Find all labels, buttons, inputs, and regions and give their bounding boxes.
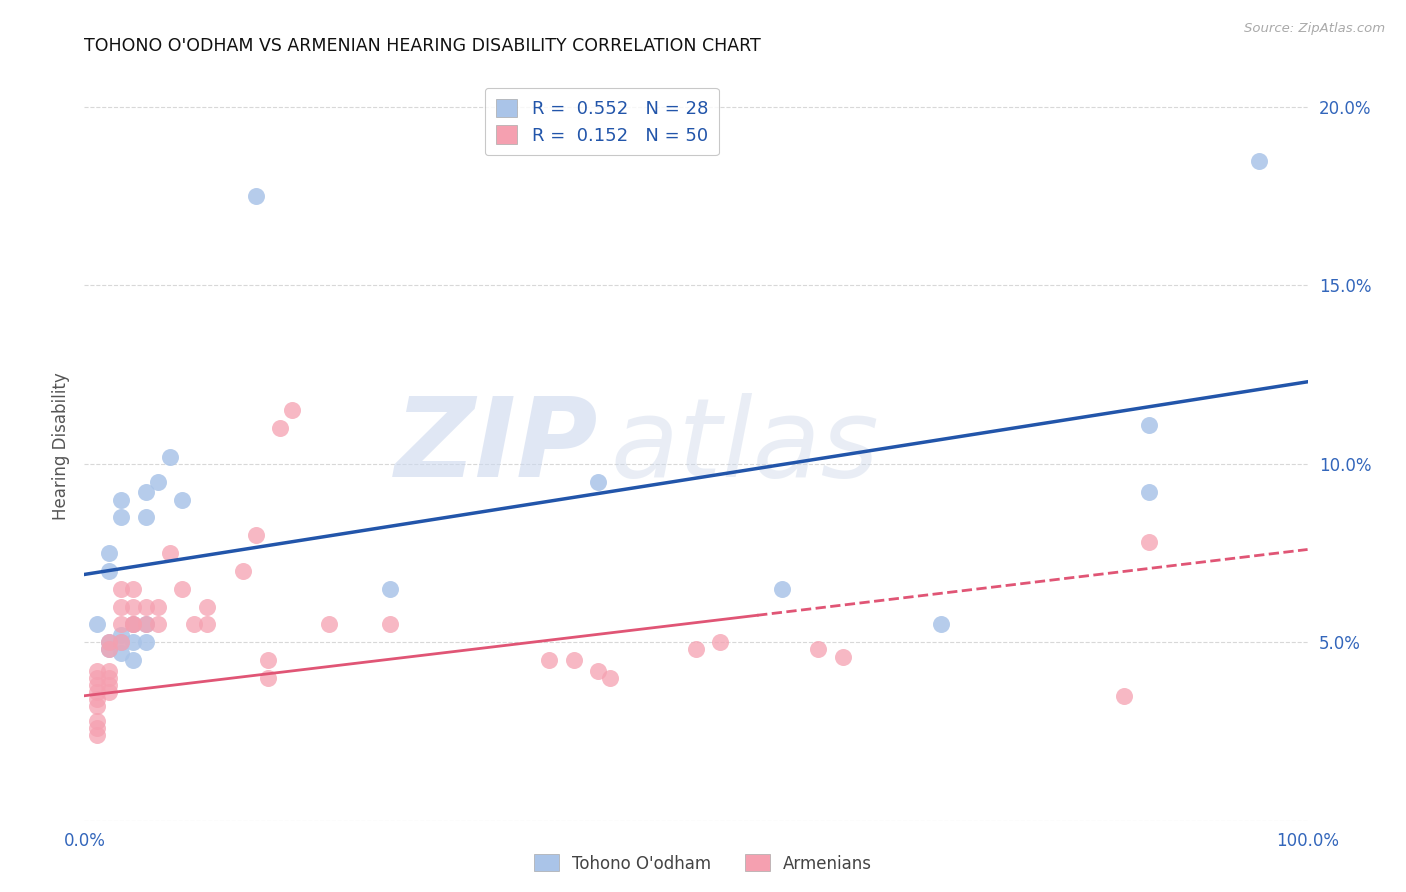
Point — [86, 617, 108, 632]
Point — [172, 492, 194, 507]
Point — [586, 664, 609, 678]
Point — [97, 671, 120, 685]
Point — [86, 671, 108, 685]
Point — [135, 617, 157, 632]
Point — [929, 617, 952, 632]
Point — [110, 617, 132, 632]
Point — [135, 635, 157, 649]
Point — [97, 642, 120, 657]
Point — [183, 617, 205, 632]
Legend: Tohono O'odham, Armenians: Tohono O'odham, Armenians — [527, 847, 879, 880]
Point — [1137, 535, 1160, 549]
Point — [86, 685, 108, 699]
Point — [97, 678, 120, 692]
Point — [146, 617, 169, 632]
Point — [86, 721, 108, 735]
Point — [770, 582, 793, 596]
Point — [245, 528, 267, 542]
Point — [122, 617, 145, 632]
Point — [195, 617, 218, 632]
Point — [195, 599, 218, 614]
Point — [110, 510, 132, 524]
Point — [122, 653, 145, 667]
Point — [110, 628, 132, 642]
Point — [110, 635, 132, 649]
Text: ZIP: ZIP — [395, 392, 598, 500]
Point — [135, 617, 157, 632]
Point — [122, 599, 145, 614]
Point — [159, 450, 181, 464]
Point — [159, 546, 181, 560]
Point — [97, 642, 120, 657]
Point — [146, 475, 169, 489]
Point — [562, 653, 585, 667]
Point — [1114, 689, 1136, 703]
Point — [110, 646, 132, 660]
Point — [110, 635, 132, 649]
Point — [86, 714, 108, 728]
Point — [110, 599, 132, 614]
Point — [97, 664, 120, 678]
Point — [586, 475, 609, 489]
Point — [599, 671, 621, 685]
Text: Source: ZipAtlas.com: Source: ZipAtlas.com — [1244, 22, 1385, 36]
Text: TOHONO O'ODHAM VS ARMENIAN HEARING DISABILITY CORRELATION CHART: TOHONO O'ODHAM VS ARMENIAN HEARING DISAB… — [84, 37, 761, 54]
Point — [135, 599, 157, 614]
Point — [97, 635, 120, 649]
Point — [257, 653, 280, 667]
Point — [110, 492, 132, 507]
Point — [110, 582, 132, 596]
Point — [86, 699, 108, 714]
Point — [380, 582, 402, 596]
Point — [172, 582, 194, 596]
Point — [122, 617, 145, 632]
Point — [135, 485, 157, 500]
Point — [685, 642, 707, 657]
Point — [122, 617, 145, 632]
Point — [245, 189, 267, 203]
Point — [97, 546, 120, 560]
Point — [709, 635, 731, 649]
Point — [146, 599, 169, 614]
Point — [97, 635, 120, 649]
Point — [122, 635, 145, 649]
Point — [281, 403, 304, 417]
Point — [257, 671, 280, 685]
Point — [831, 649, 853, 664]
Point — [380, 617, 402, 632]
Point — [135, 510, 157, 524]
Point — [86, 692, 108, 706]
Point — [97, 685, 120, 699]
Point — [86, 728, 108, 742]
Point — [269, 421, 291, 435]
Point — [318, 617, 340, 632]
Point — [538, 653, 561, 667]
Point — [1137, 485, 1160, 500]
Point — [86, 664, 108, 678]
Point — [97, 564, 120, 578]
Point — [122, 582, 145, 596]
Point — [1247, 153, 1270, 168]
Point — [86, 678, 108, 692]
Point — [232, 564, 254, 578]
Point — [807, 642, 830, 657]
Point — [1137, 417, 1160, 432]
Y-axis label: Hearing Disability: Hearing Disability — [52, 372, 70, 520]
Text: atlas: atlas — [610, 392, 879, 500]
Legend: R =  0.552   N = 28, R =  0.152   N = 50: R = 0.552 N = 28, R = 0.152 N = 50 — [485, 88, 718, 155]
